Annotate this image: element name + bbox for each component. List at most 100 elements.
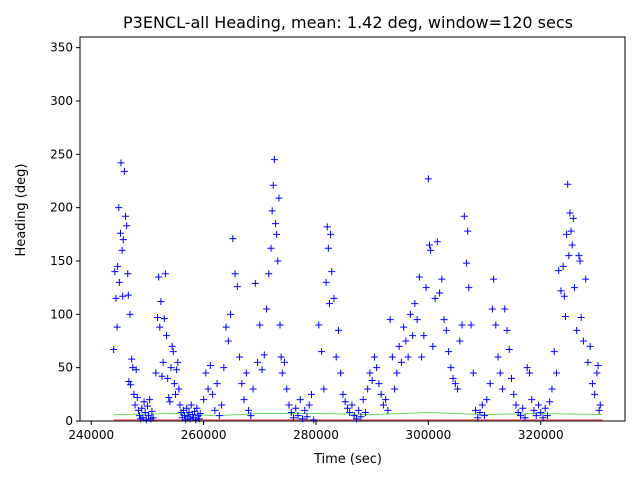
data-point xyxy=(206,362,214,370)
data-point xyxy=(415,273,423,281)
data-point xyxy=(249,385,257,393)
data-point xyxy=(494,353,502,361)
data-point xyxy=(294,412,302,420)
data-point xyxy=(227,310,235,318)
data-point xyxy=(474,414,482,422)
data-point xyxy=(492,321,500,329)
data-point xyxy=(202,369,210,377)
data-point xyxy=(169,348,177,356)
data-point xyxy=(124,291,132,299)
data-point xyxy=(467,321,475,329)
data-point xyxy=(283,385,291,393)
data-point xyxy=(458,321,466,329)
data-point xyxy=(436,289,444,297)
data-point xyxy=(499,385,507,393)
plot-frame xyxy=(79,36,626,422)
data-point xyxy=(568,241,576,249)
y-tick-label: 200 xyxy=(50,201,73,215)
data-point xyxy=(163,332,171,340)
x-tick-label: 240000 xyxy=(68,428,114,442)
data-point xyxy=(281,358,289,366)
data-point xyxy=(451,380,459,388)
data-point xyxy=(546,398,554,406)
data-point xyxy=(168,342,176,350)
data-point xyxy=(379,401,387,409)
data-point xyxy=(386,316,394,324)
data-point xyxy=(460,212,468,220)
data-point xyxy=(142,416,150,424)
data-point xyxy=(159,358,167,366)
data-point xyxy=(165,394,173,402)
data-point xyxy=(382,396,390,404)
x-tick-label: 260000 xyxy=(181,428,227,442)
data-point xyxy=(111,268,119,276)
data-point xyxy=(322,278,330,286)
data-point xyxy=(290,414,298,422)
data-point xyxy=(496,369,504,377)
data-point xyxy=(327,230,335,238)
data-point xyxy=(464,227,472,235)
data-point xyxy=(486,380,494,388)
data-point xyxy=(427,246,435,254)
data-point xyxy=(148,407,156,415)
data-point xyxy=(193,404,201,412)
data-point xyxy=(594,362,602,370)
data-point xyxy=(490,275,498,283)
data-point xyxy=(391,385,399,393)
data-point xyxy=(254,358,262,366)
data-point xyxy=(175,385,183,393)
data-point xyxy=(577,314,585,322)
data-point xyxy=(242,369,250,377)
y-tick-label: 150 xyxy=(50,254,73,268)
data-point xyxy=(552,369,560,377)
data-point xyxy=(565,252,573,260)
plot-marks xyxy=(110,156,604,424)
data-point xyxy=(508,374,516,382)
data-point xyxy=(233,283,241,291)
y-tick-label: 0 xyxy=(65,414,73,428)
y-tick-label: 250 xyxy=(50,147,73,161)
data-point xyxy=(418,353,426,361)
y-axis-label: Heading (deg) xyxy=(14,164,29,257)
data-point xyxy=(273,230,281,238)
data-point xyxy=(570,284,578,292)
data-point xyxy=(564,180,572,188)
data-point xyxy=(337,369,345,377)
data-point xyxy=(567,227,575,235)
data-point xyxy=(258,366,266,374)
data-point xyxy=(157,298,165,306)
data-point xyxy=(274,257,282,265)
data-point xyxy=(579,337,587,345)
data-point xyxy=(420,332,428,340)
data-point xyxy=(528,396,536,404)
data-point xyxy=(200,396,208,404)
data-point xyxy=(478,401,486,409)
x-tick-label: 280000 xyxy=(293,428,339,442)
data-point xyxy=(164,374,172,382)
data-point xyxy=(192,416,200,424)
data-point xyxy=(465,284,473,292)
data-point xyxy=(328,268,336,276)
data-point xyxy=(124,270,132,278)
data-point xyxy=(140,398,148,406)
data-point xyxy=(532,412,540,420)
data-point xyxy=(117,159,125,167)
data-point xyxy=(268,207,276,215)
data-point xyxy=(122,212,130,220)
data-point xyxy=(560,292,568,300)
y-tick-label: 300 xyxy=(50,94,73,108)
data-point xyxy=(588,380,596,388)
data-point xyxy=(160,315,168,323)
data-point xyxy=(516,412,524,420)
data-point xyxy=(263,305,271,313)
data-point xyxy=(115,204,123,212)
data-point xyxy=(445,348,453,356)
data-point xyxy=(512,401,520,409)
data-point xyxy=(591,390,599,398)
data-point xyxy=(413,316,421,324)
data-point xyxy=(166,398,174,406)
data-point xyxy=(440,316,448,324)
data-point xyxy=(359,396,367,404)
data-point xyxy=(397,358,405,366)
